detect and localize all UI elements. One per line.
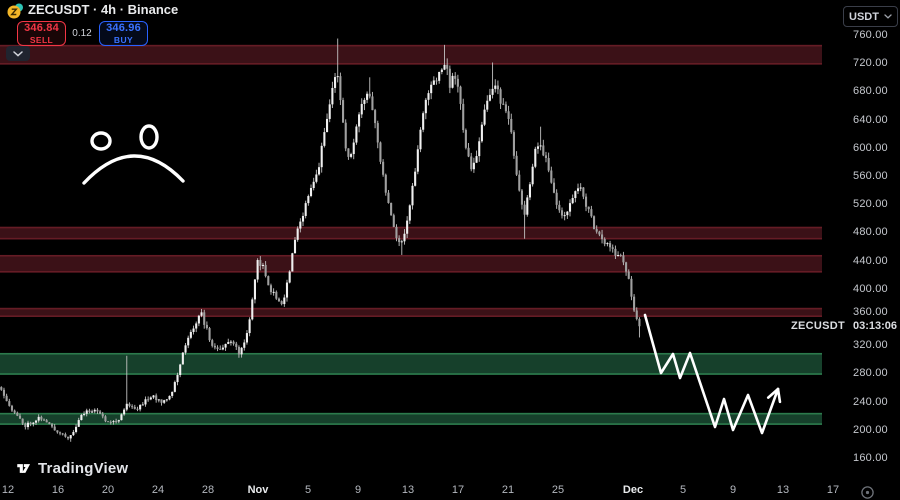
hand-drawings[interactable]: [82, 124, 782, 435]
price-tick: 320.00: [853, 339, 888, 352]
currency-label: USDT: [849, 10, 879, 23]
symbol-title[interactable]: ZECUSDT · 4h · Binance: [28, 2, 179, 17]
time-tick: 5: [304, 484, 312, 496]
time-axis[interactable]: 12 16 20 24 28 Nov 5 9 13 17 21 25 Dec 5 9 13 17: [0, 483, 900, 500]
price-tick: 280.00: [853, 367, 888, 380]
support-zone[interactable]: [0, 412, 822, 425]
time-tick: 9: [354, 484, 362, 496]
time-tick: 25: [551, 484, 565, 496]
zec-coin-icon: [7, 3, 23, 19]
price-tick: 680.00: [853, 85, 888, 98]
collapse-legend-button[interactable]: [6, 46, 30, 61]
buy-price: 346.96: [106, 21, 141, 34]
supply-demand-zones: [0, 44, 822, 425]
resistance-zone[interactable]: [0, 44, 822, 65]
time-tick: 28: [201, 484, 215, 496]
buy-label: BUY: [113, 34, 134, 45]
time-tick: 13: [401, 484, 415, 496]
time-tick: 20: [101, 484, 115, 496]
tradingview-brand-text: TradingView: [38, 460, 129, 477]
currency-unit-button[interactable]: USDT: [843, 6, 898, 27]
resistance-zone[interactable]: [0, 226, 822, 240]
spread-value: 0.12: [72, 28, 92, 39]
price-tick: 160.00: [853, 452, 888, 464]
price-tick: 480.00: [853, 226, 888, 239]
chevron-down-icon: [884, 14, 892, 19]
candles: [0, 38, 641, 442]
time-tick: 17: [451, 484, 465, 496]
price-tick: 520.00: [853, 198, 888, 211]
zigzag-forecast-drawing[interactable]: [643, 313, 782, 435]
price-tick: 200.00: [853, 423, 888, 436]
price-axis[interactable]: 760.00 720.00 680.00 640.00 600.00 560.00 520.…: [853, 0, 900, 480]
support-zone[interactable]: [0, 352, 822, 375]
time-tick: 17: [826, 484, 840, 496]
sell-button[interactable]: 346.84 SELL: [17, 21, 66, 46]
resistance-zone[interactable]: [0, 254, 822, 273]
time-tick: 24: [151, 484, 165, 496]
time-tick: Dec: [622, 484, 644, 496]
sad-face-drawing[interactable]: [82, 124, 185, 185]
candlestick-chart[interactable]: [0, 0, 822, 480]
time-tick: 9: [729, 484, 737, 496]
tradingview-logo[interactable]: TradingView: [16, 460, 128, 477]
price-tick: 440.00: [853, 254, 888, 267]
time-tick: 21: [501, 484, 515, 496]
buy-button[interactable]: 346.96 BUY: [99, 21, 148, 46]
price-tick: 640.00: [853, 113, 888, 126]
chevron-down-icon: [13, 50, 23, 57]
price-tick: 720.00: [853, 57, 888, 70]
time-tick: 12: [1, 484, 15, 496]
sell-price: 346.84: [24, 21, 59, 34]
sell-label: SELL: [29, 34, 54, 45]
time-tick: 16: [51, 484, 65, 496]
price-tick: 600.00: [853, 141, 888, 154]
tradingview-mark-icon: [17, 464, 31, 473]
price-tick: 360.00: [853, 306, 888, 318]
resistance-zone[interactable]: [0, 307, 822, 317]
time-tick: 13: [776, 484, 790, 496]
crosshair-target-icon[interactable]: [860, 485, 875, 500]
price-tick: 760.00: [853, 29, 888, 41]
price-tick: 240.00: [853, 395, 888, 408]
price-tick: 560.00: [853, 170, 888, 182]
time-tick: Nov: [247, 484, 269, 496]
price-tick: 400.00: [853, 282, 888, 295]
time-tick: 5: [679, 484, 687, 496]
bar-countdown-label: 03:13:06: [853, 320, 898, 332]
price-line-symbol-label: ZECUSDT: [790, 320, 845, 332]
